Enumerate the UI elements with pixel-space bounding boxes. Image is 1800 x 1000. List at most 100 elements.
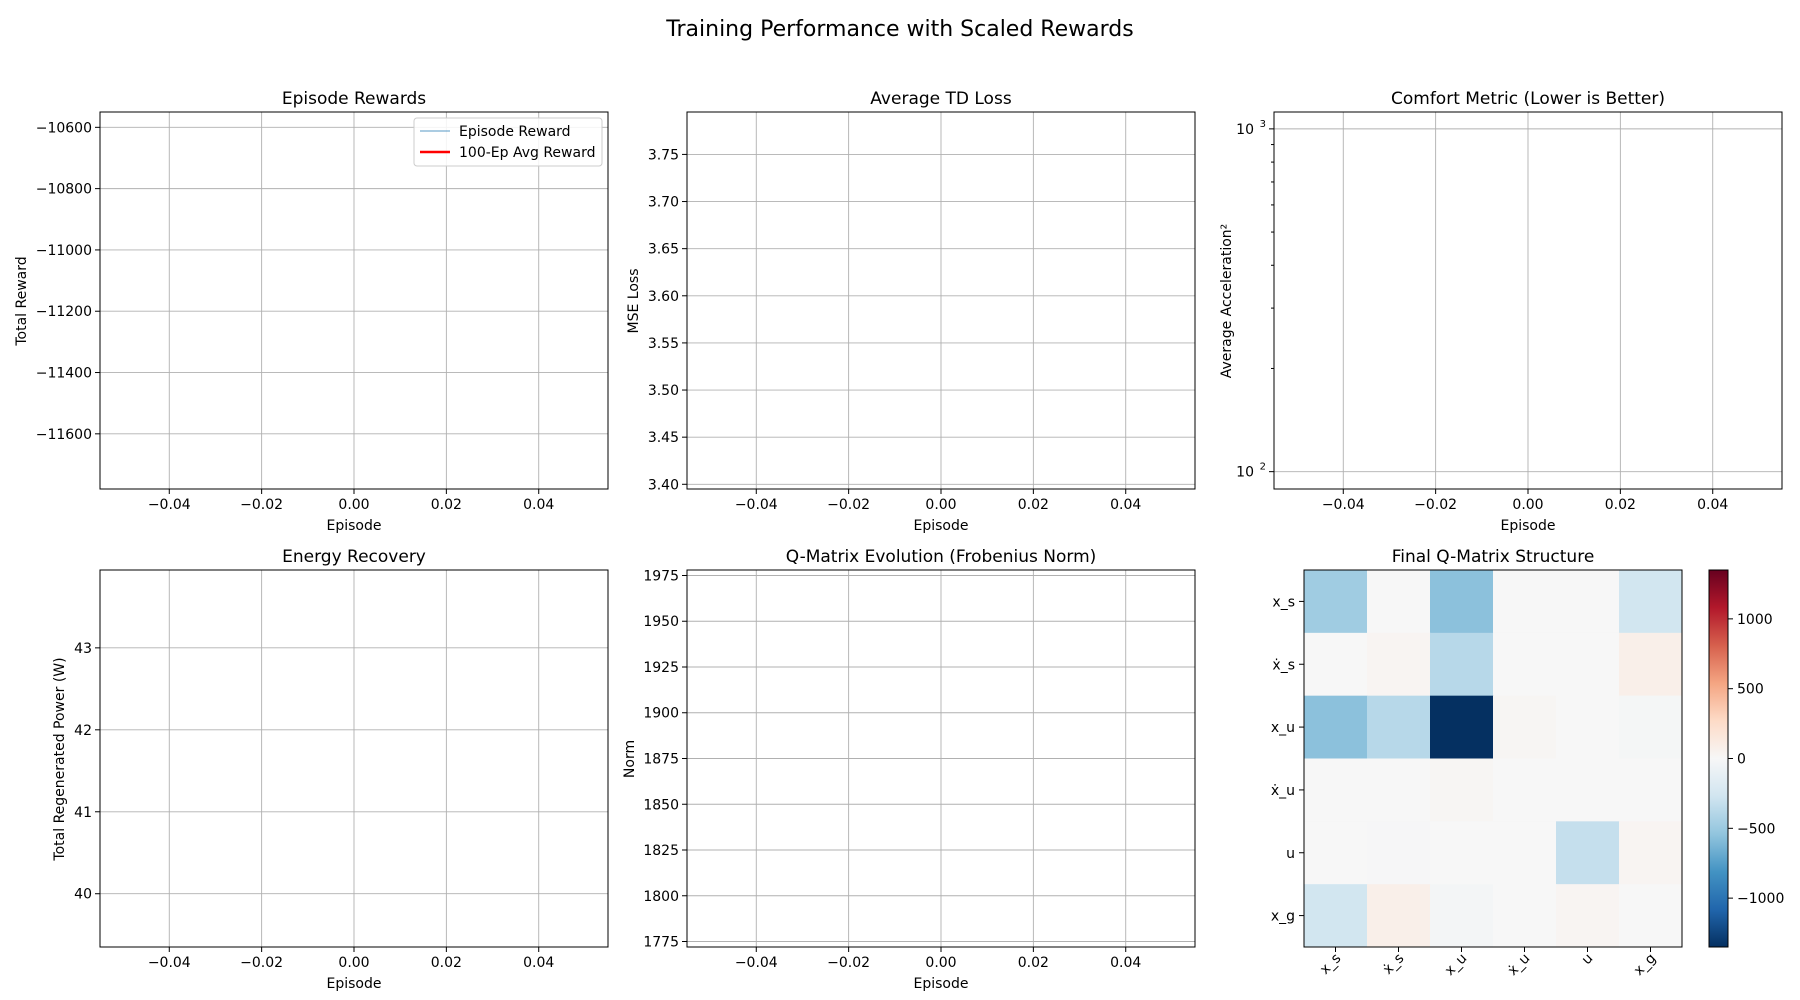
heatmap-cell: [1430, 570, 1494, 634]
heatmap-cell: [1304, 570, 1368, 634]
y-tick-label: 3.55: [648, 336, 679, 352]
heatmap-cell: [1304, 758, 1368, 822]
heatmap-cell: [1556, 632, 1620, 697]
y-tick-label: 3.65: [648, 242, 679, 258]
y-tick-label: −11000: [36, 243, 92, 259]
y-tick-label: 10: [1236, 122, 1254, 138]
comfort-metric-ylabel: Average Acceleration²: [1219, 224, 1235, 379]
y-tick-label: 42: [74, 723, 92, 739]
y-tick-label: −11400: [36, 366, 92, 382]
energy-recovery-xlabel: Episode: [327, 976, 382, 992]
energy-recovery-chart: Energy Recovery Episode Total Regenerate…: [52, 547, 609, 992]
x-tick-label: −0.02: [240, 955, 283, 971]
y-tick-label: −11200: [36, 304, 92, 320]
episode-rewards-plot-area: [99, 111, 609, 490]
heatmap-cell: [1367, 695, 1431, 759]
colorbar-tick-label: 1000: [1737, 612, 1773, 628]
x-tick-label: 0.00: [925, 955, 956, 971]
heatmap-cell: [1430, 884, 1494, 948]
y-tick-label: 43: [74, 641, 92, 657]
x-tick-label: 0.02: [1605, 497, 1636, 513]
y-tick-label: 3.75: [648, 147, 679, 163]
y-tick-exponent: 2: [1260, 462, 1266, 473]
q-matrix-heatmap: Final Q-Matrix Structure x_sẋ_sx_uẋ_uux_…: [1271, 547, 1785, 979]
heatmap-cell: [1430, 632, 1494, 697]
y-tick-label: 40: [74, 887, 92, 903]
colorbar-tick-label: −500: [1737, 821, 1775, 837]
y-tick-label: 1925: [643, 660, 679, 676]
comfort-metric-title: Comfort Metric (Lower is Better): [1391, 89, 1665, 109]
legend-avg-reward-label: 100-Ep Avg Reward: [459, 145, 595, 161]
q-matrix-norm-plot-area: [686, 569, 1196, 948]
heatmap-col-label: x_g: [1631, 951, 1659, 979]
y-tick-label: 10: [1236, 465, 1254, 481]
figure-title: Training Performance with Scaled Rewards: [665, 17, 1133, 42]
y-tick-exponent: 3: [1260, 119, 1266, 130]
y-tick-label: 1875: [643, 752, 679, 768]
y-tick-label: −10800: [36, 182, 92, 198]
x-tick-label: 0.00: [925, 497, 956, 513]
heatmap-cell: [1556, 884, 1620, 948]
heatmap-cell: [1493, 695, 1557, 759]
y-tick-label: 3.70: [648, 195, 679, 211]
heatmap-cell: [1493, 884, 1557, 948]
heatmap-cell: [1304, 695, 1368, 759]
episode-rewards-title: Episode Rewards: [282, 89, 426, 109]
colorbar-tick-label: −1000: [1737, 891, 1784, 907]
episode-rewards-xlabel: Episode: [327, 518, 382, 534]
td-loss-chart: Average TD Loss Episode MSE Loss −0.04 −0…: [626, 89, 1196, 534]
x-tick-label: 0.04: [1110, 497, 1141, 513]
heatmap-cell: [1619, 695, 1683, 759]
q-matrix-norm-chart: Q-Matrix Evolution (Frobenius Norm) Epis…: [622, 547, 1196, 992]
heatmap-cell: [1619, 758, 1683, 822]
x-tick-label: 0.04: [1697, 497, 1728, 513]
heatmap-col-label: x_s: [1317, 951, 1344, 978]
y-tick-label: −10600: [36, 120, 92, 136]
energy-recovery-title: Energy Recovery: [282, 547, 426, 567]
x-tick-label: −0.02: [1414, 497, 1457, 513]
y-tick-label: 1800: [643, 889, 679, 905]
y-tick-label: 1825: [643, 843, 679, 859]
x-tick-label: 0.00: [1512, 497, 1543, 513]
heatmap-cell: [1430, 821, 1494, 885]
heatmap-cell: [1430, 758, 1494, 822]
x-tick-label: −0.04: [148, 955, 191, 971]
heatmap-cell: [1367, 758, 1431, 822]
colorbar-tick-label: 500: [1737, 682, 1764, 698]
heatmap-cell: [1493, 821, 1557, 885]
energy-recovery-ylabel: Total Regenerated Power (W): [52, 657, 68, 861]
x-tick-label: 0.00: [338, 955, 369, 971]
heatmap-cell: [1619, 570, 1683, 634]
y-tick-label: 41: [74, 805, 92, 821]
colorbar: [1708, 569, 1729, 948]
heatmap-cell: [1304, 821, 1368, 885]
heatmap-cell: [1619, 632, 1683, 697]
heatmap-col-label: u: [1579, 951, 1597, 969]
heatmap-cell: [1619, 884, 1683, 948]
y-tick-label: 1950: [643, 614, 679, 630]
heatmap-cell: [1493, 758, 1557, 822]
comfort-metric-plot-area: [1273, 111, 1783, 490]
episode-rewards-chart: Episode Rewards Episode Total Reward −0.…: [14, 89, 609, 534]
heatmap-cell: [1556, 821, 1620, 885]
heatmap-col-label: ẋ_s: [1380, 951, 1407, 978]
x-tick-label: 0.04: [1110, 955, 1141, 971]
x-tick-label: −0.02: [827, 955, 870, 971]
heatmap-cell: [1367, 821, 1431, 885]
x-tick-label: −0.04: [148, 497, 191, 513]
heatmap-row-label: x_g: [1271, 909, 1295, 925]
legend-box: [413, 117, 603, 167]
heatmap-row-label: x_u: [1271, 720, 1295, 736]
td-loss-plot-area: [686, 111, 1196, 490]
q-matrix-norm-title: Q-Matrix Evolution (Frobenius Norm): [786, 547, 1097, 567]
heatmap-cell: [1367, 632, 1431, 697]
heatmap-cell: [1430, 695, 1494, 759]
heatmap-cell: [1556, 758, 1620, 822]
heatmap-cell: [1304, 884, 1368, 948]
x-tick-label: −0.04: [735, 497, 778, 513]
q-matrix-norm-ylabel: Norm: [622, 740, 638, 778]
heatmap-frame: [1303, 569, 1683, 948]
heatmap-row-label: ẋ_u: [1271, 783, 1295, 799]
comfort-metric-chart: Comfort Metric (Lower is Better) Episode…: [1219, 89, 1783, 534]
